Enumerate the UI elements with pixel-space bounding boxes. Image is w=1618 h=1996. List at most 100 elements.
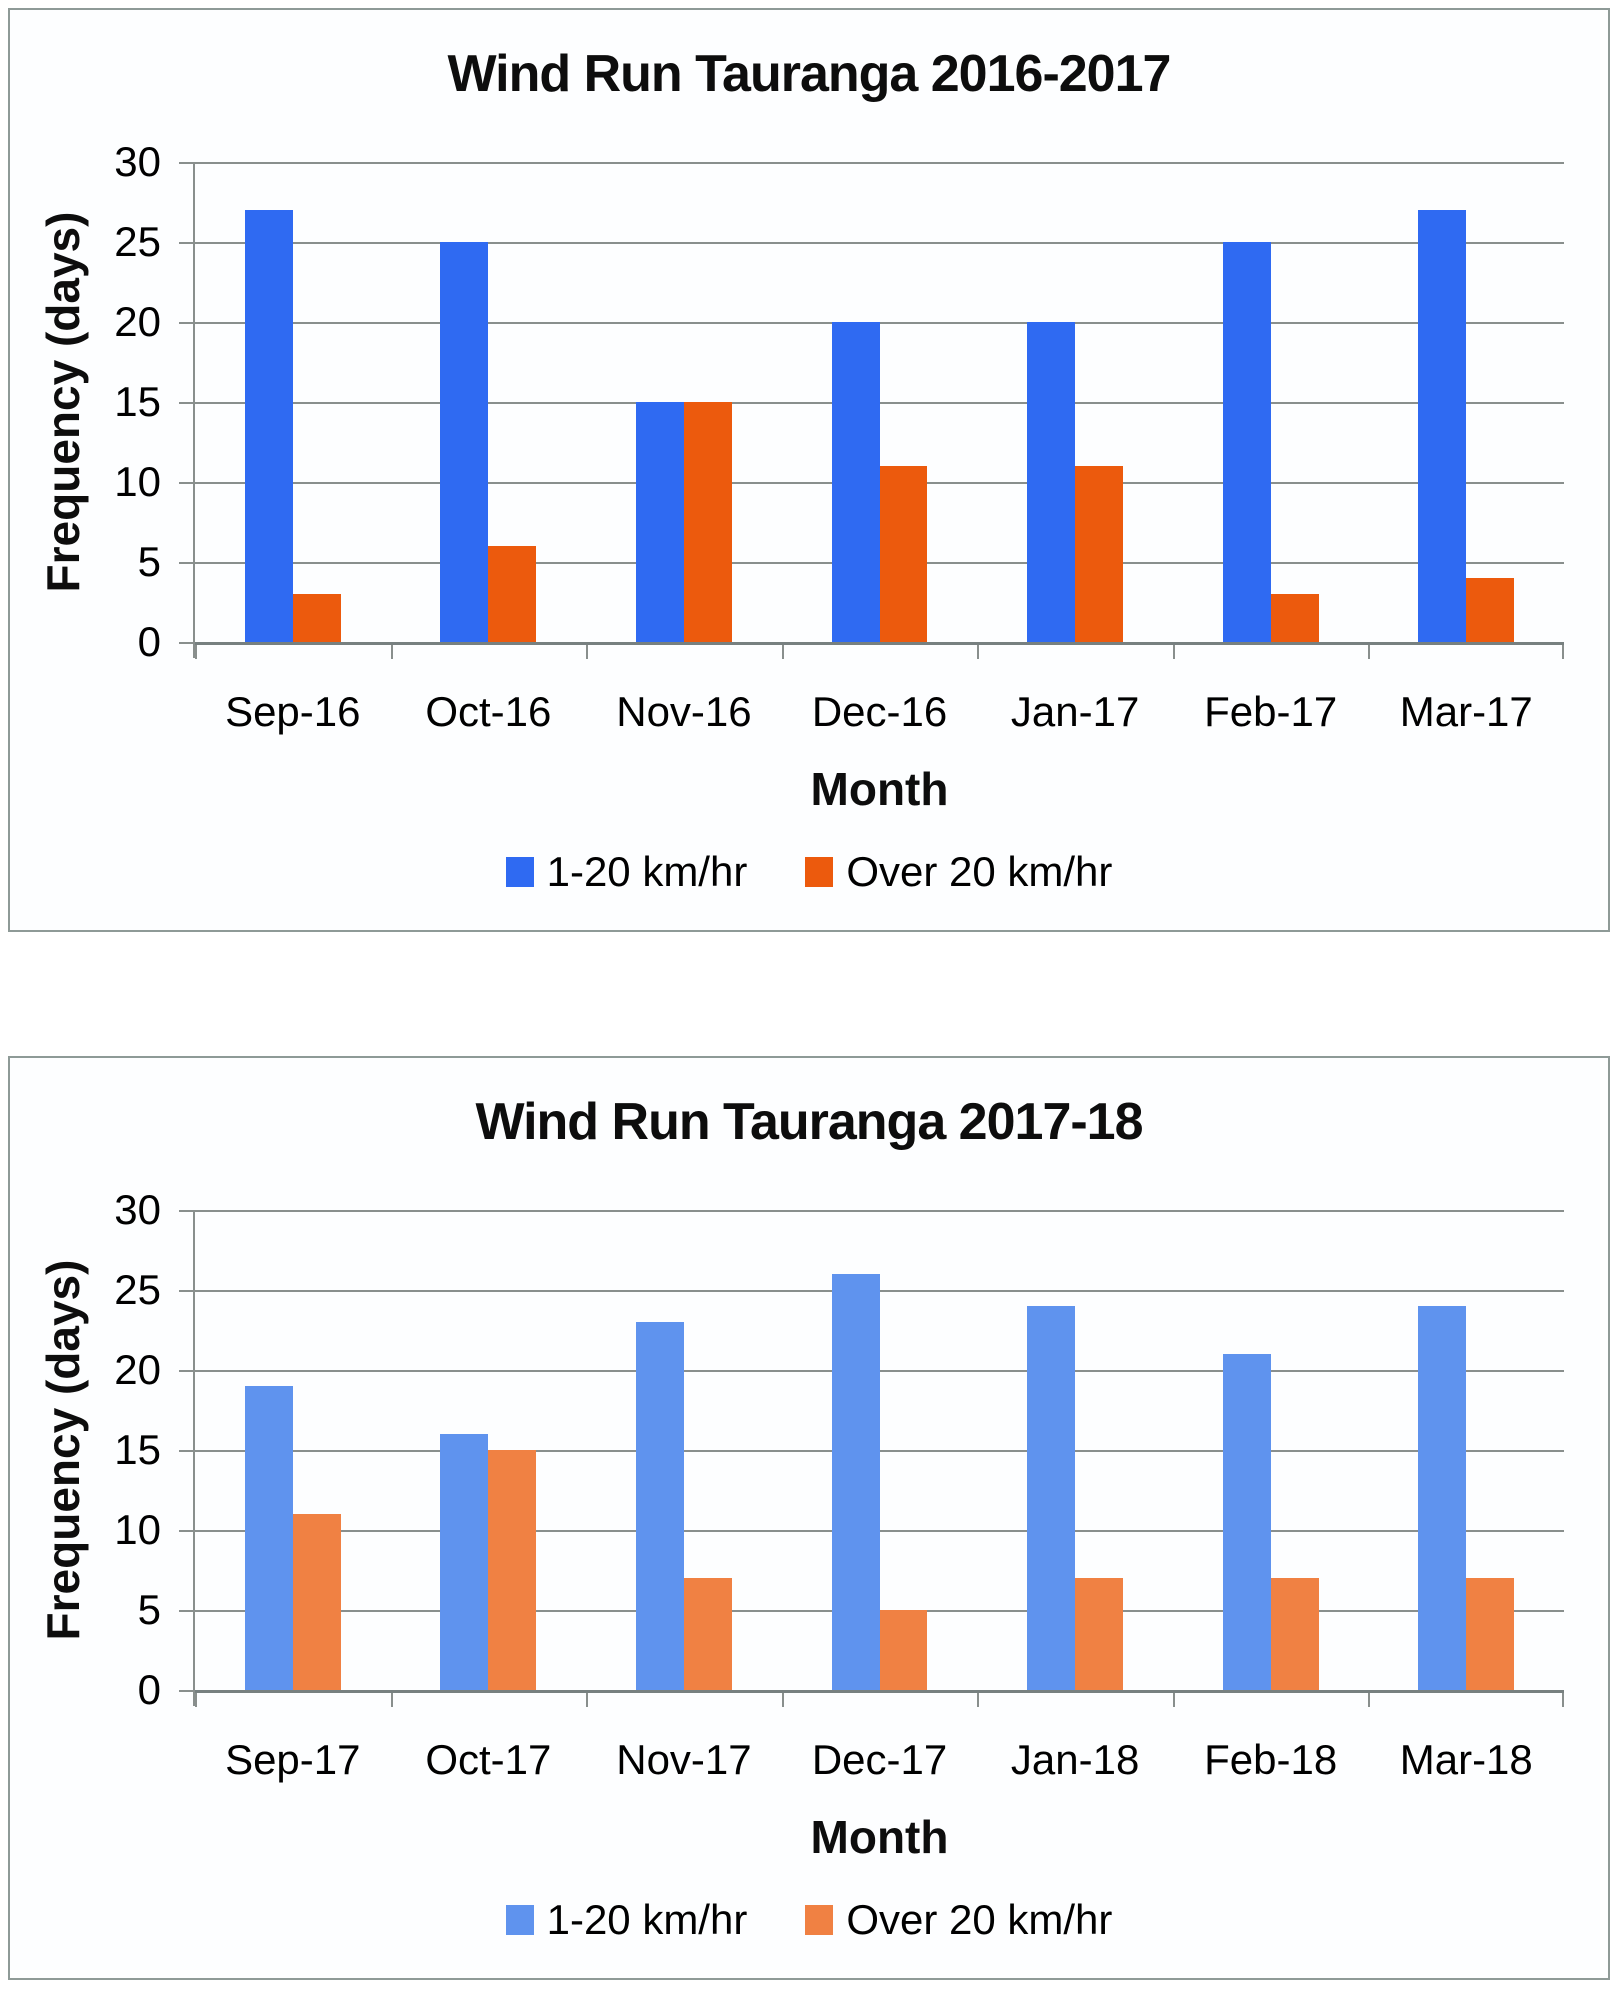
bar-group-Nov-17 xyxy=(586,1210,782,1690)
bar xyxy=(488,1450,537,1690)
bar xyxy=(292,594,341,642)
y-tick-30 xyxy=(179,1210,193,1212)
x-tick xyxy=(390,645,393,659)
bar-group-Feb-18 xyxy=(1173,1210,1369,1690)
x-axis-label: Oct-16 xyxy=(425,688,552,735)
legend-item: Over 20 km/hr xyxy=(805,848,1112,896)
y-tick-5 xyxy=(179,562,193,564)
bar-group-Jan-18 xyxy=(977,1210,1173,1690)
x-tick xyxy=(1368,1693,1371,1707)
bar xyxy=(1270,594,1319,642)
y-tick-15 xyxy=(179,1450,193,1452)
y-tick-10 xyxy=(179,1529,193,1532)
x-axis-label: Jan-18 xyxy=(1010,1736,1140,1783)
x-axis-label: Dec-17 xyxy=(811,1736,948,1783)
bar xyxy=(1222,1354,1271,1690)
y-tick-label: 20 xyxy=(114,1345,161,1393)
plot-area: Frequency (days) 0 5 10 15 20 25 30 xyxy=(37,1186,1564,1713)
bar xyxy=(879,466,928,642)
plot-area: Frequency (days) 0 5 10 15 20 25 30 xyxy=(37,138,1564,665)
bar xyxy=(1270,1578,1319,1690)
bar-group-Oct-16 xyxy=(391,162,587,642)
bar xyxy=(636,402,684,642)
y-tick-label: 25 xyxy=(114,1265,161,1313)
y-axis-title: Frequency (days) xyxy=(37,211,89,593)
y-tick-label: 0 xyxy=(137,618,161,665)
gridline-25 xyxy=(195,241,1564,244)
y-tick-label: 10 xyxy=(114,1505,161,1553)
x-axis-label: Sep-16 xyxy=(225,688,361,735)
y-tick-5 xyxy=(179,1610,193,1612)
y-axis-line xyxy=(193,1210,195,1706)
x-axis-label: Dec-16 xyxy=(811,688,948,735)
legend-item: 1-20 km/hr xyxy=(505,848,748,896)
y-tick-label: 30 xyxy=(114,1186,161,1233)
bar-group-Dec-16 xyxy=(782,162,978,642)
x-tick xyxy=(195,1693,197,1707)
x-axis-label: Jan-17 xyxy=(1010,688,1140,735)
bar xyxy=(1075,466,1123,642)
x-axis-label: Sep-17 xyxy=(225,1736,361,1783)
legend-label: Over 20 km/hr xyxy=(846,848,1113,895)
legend-swatch xyxy=(505,857,534,887)
chart-panel-2016-2017: Wind Run Tauranga 2016-2017 Frequency (d… xyxy=(8,8,1610,932)
y-tick-15 xyxy=(179,402,193,404)
x-axis-line xyxy=(195,642,1564,645)
x-axis-label: Nov-17 xyxy=(616,1736,752,1783)
legend: 1-20 km/hr Over 20 km/hr xyxy=(10,848,1608,896)
bar xyxy=(879,1610,928,1690)
bar xyxy=(244,1386,293,1690)
legend: 1-20 km/hr Over 20 km/hr xyxy=(10,1896,1608,1944)
y-tick-label: 25 xyxy=(114,217,161,265)
bar xyxy=(1027,322,1076,642)
x-tick xyxy=(1172,1693,1175,1707)
y-tick-0 xyxy=(179,1690,193,1692)
x-axis-label: Mar-17 xyxy=(1399,688,1533,735)
bar xyxy=(831,322,880,642)
bar xyxy=(1466,1578,1515,1690)
page: { "chart_data": [ { "type": "bar", "titl… xyxy=(0,8,1618,1996)
legend-swatch xyxy=(805,857,834,887)
x-tick xyxy=(1172,645,1175,659)
bar-group-Sep-16 xyxy=(195,162,391,642)
bar xyxy=(1027,1306,1076,1690)
bar-group-Feb-17 xyxy=(1173,162,1369,642)
legend-swatch xyxy=(805,1905,834,1935)
chart-panel-2017-18: Wind Run Tauranga 2017-18 Frequency (day… xyxy=(8,1056,1610,1980)
bar xyxy=(244,210,293,642)
gridline-30 xyxy=(195,162,1564,164)
x-tick xyxy=(977,1693,980,1707)
y-tick-20 xyxy=(179,1369,193,1372)
bar xyxy=(683,1578,732,1690)
bar xyxy=(292,1514,341,1690)
bar-group-Nov-16 xyxy=(586,162,782,642)
x-axis-label: Mar-18 xyxy=(1399,1736,1533,1783)
y-axis-line xyxy=(193,162,195,658)
bar xyxy=(1466,578,1515,642)
legend-label: 1-20 km/hr xyxy=(546,848,748,895)
bar-group-Dec-17 xyxy=(782,1210,978,1690)
x-axis-label: Feb-18 xyxy=(1204,1736,1338,1783)
bar xyxy=(1222,242,1271,642)
y-tick-label: 10 xyxy=(114,457,161,505)
bar xyxy=(1418,1306,1467,1690)
y-tick-20 xyxy=(179,321,193,324)
gridline-30 xyxy=(195,1210,1564,1212)
y-tick-30 xyxy=(179,162,193,164)
y-tick-label: 15 xyxy=(114,1426,161,1473)
legend-item: 1-20 km/hr xyxy=(505,1896,747,1944)
bar xyxy=(1075,1578,1123,1690)
bar xyxy=(636,1322,684,1690)
x-tick xyxy=(781,645,784,659)
y-tick-25 xyxy=(179,1289,193,1292)
bar xyxy=(488,546,537,642)
y-tick-label: 5 xyxy=(137,538,161,585)
bar-group-Oct-17 xyxy=(391,1210,587,1690)
x-tick xyxy=(586,645,589,659)
x-axis-label: Oct-17 xyxy=(425,1736,552,1783)
y-tick-25 xyxy=(179,241,193,244)
x-axis-labels: Sep-16 Oct-16 Nov-16 Dec-16 Jan-17 Feb-17 Mar-… xyxy=(195,688,1564,736)
x-tick xyxy=(1368,645,1371,659)
bar-group-Sep-17 xyxy=(195,1210,391,1690)
bar-group-Mar-18 xyxy=(1368,1210,1564,1690)
